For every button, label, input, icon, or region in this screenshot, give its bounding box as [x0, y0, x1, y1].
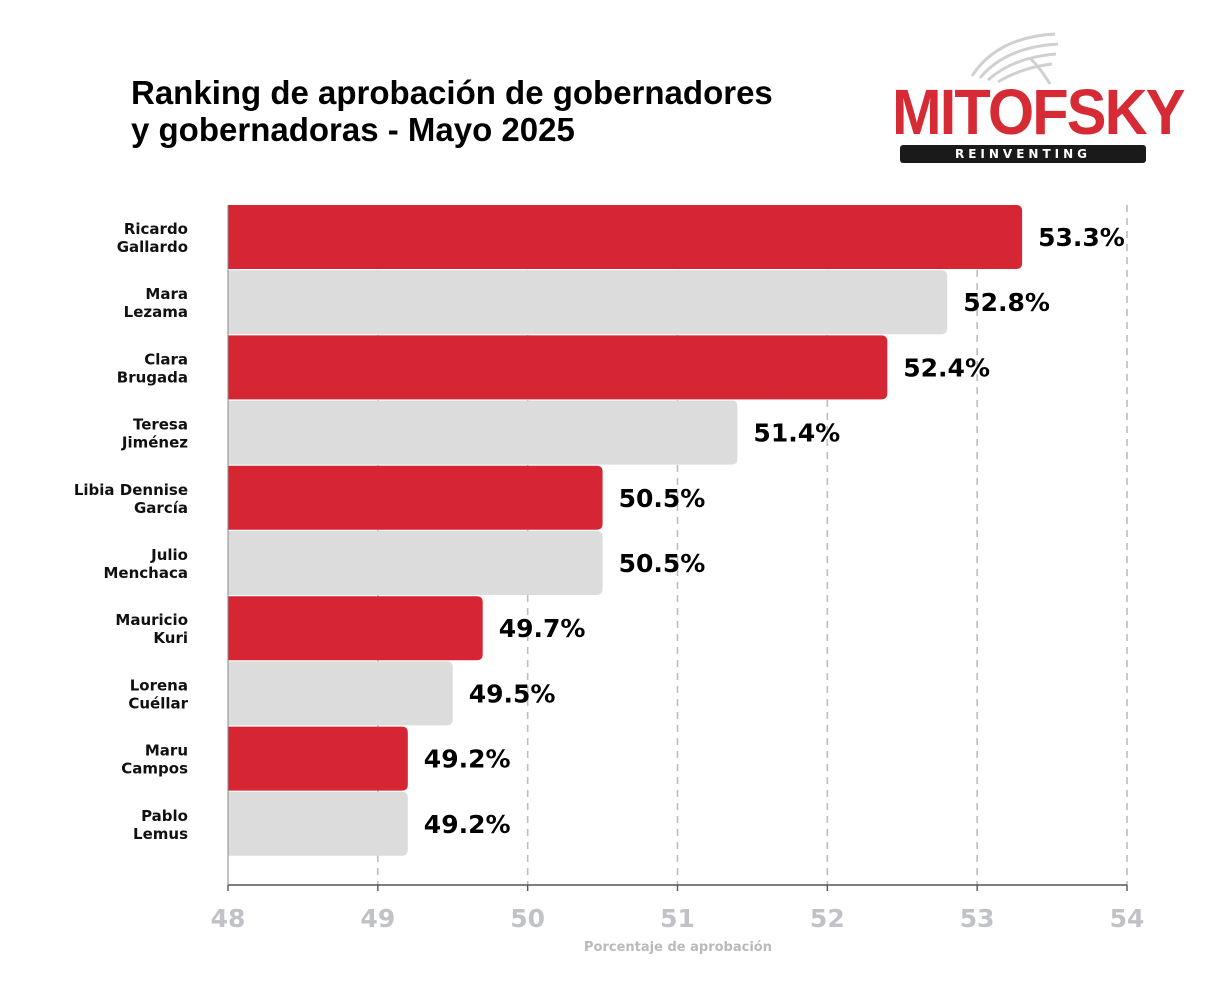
chart-title: Ranking de aprobación de gobernadores y … [131, 74, 851, 148]
bar [228, 400, 738, 465]
value-label: 49.7% [499, 614, 586, 643]
bar [228, 531, 603, 595]
category-label: Lorena Cuéllar [128, 676, 188, 712]
bar [228, 661, 453, 726]
tick-label: 54 [1110, 904, 1145, 933]
category-label: Mauricio Kuri [115, 611, 188, 647]
tick-label: 51 [660, 904, 695, 933]
x-axis-title: Porcentaje de aprobación [584, 940, 772, 955]
tick-label: 48 [211, 904, 246, 933]
logo-tagline: REINVENTING RESEARCH [900, 145, 1146, 179]
value-label: 51.4% [753, 419, 840, 448]
tick-label: 50 [510, 904, 545, 933]
value-label: 49.2% [424, 745, 511, 774]
value-label: 52.4% [903, 353, 990, 382]
bar [228, 726, 408, 791]
mitofsky-logo: MITOFSKY REINVENTING RESEARCH [880, 28, 1185, 179]
bar [228, 596, 483, 661]
chart-title-line-1: Ranking de aprobación de gobernadores [131, 74, 773, 111]
value-label: 52.8% [963, 288, 1050, 317]
category-label: Pablo Lemus [133, 807, 188, 843]
category-label: Teresa Jiménez [121, 416, 188, 452]
tick-label: 52 [810, 904, 845, 933]
value-label: 49.5% [469, 679, 556, 708]
category-label: Julio Menchaca [104, 546, 189, 582]
tick-label: 49 [360, 904, 395, 933]
value-labels: 53.3% 52.8% 52.4% 51.4% 50.5% 50.5% 49.7% 49.5%… [424, 223, 1125, 839]
category-label: Mara Lezama [124, 285, 188, 321]
value-label: 50.5% [619, 484, 706, 513]
tick-label: 53 [960, 904, 995, 933]
value-label: 53.3% [1038, 223, 1125, 252]
category-label: Clara Brugada [117, 350, 188, 386]
chart-title-line-2: y gobernadoras - Mayo 2025 [131, 111, 575, 148]
category-label: Libia Dennise García [74, 481, 188, 517]
x-axis: 48 49 50 51 52 53 54 [211, 205, 1145, 933]
category-label: Ricardo Gallardo [117, 220, 188, 256]
bar [228, 205, 1023, 269]
bar [228, 791, 408, 856]
bar [228, 270, 948, 335]
logo-wordmark: MITOFSKY [892, 76, 1185, 148]
value-label: 50.5% [619, 549, 706, 578]
category-labels: Ricardo Gallardo Mara Lezama Clara Brugada Ter… [74, 220, 189, 843]
bar [228, 335, 888, 400]
value-label: 49.2% [424, 810, 511, 839]
bars [228, 205, 1023, 856]
logo-wing-icon [970, 32, 1059, 85]
bar [228, 465, 603, 530]
category-label: Maru Campos [121, 742, 188, 778]
